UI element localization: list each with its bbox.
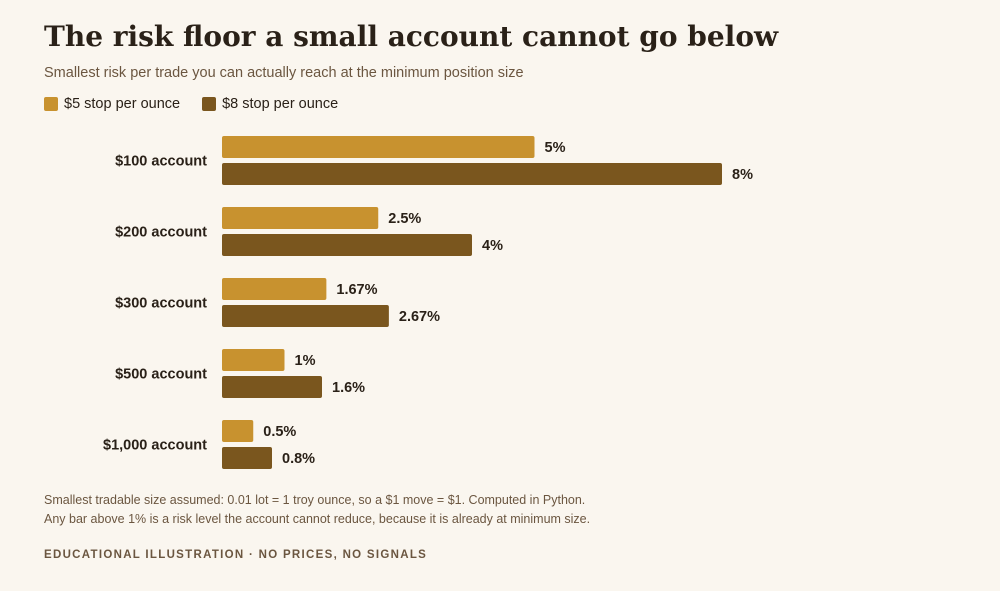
- data-label: 4%: [482, 238, 503, 254]
- bar-5-stop: [222, 207, 379, 229]
- bar-5-stop: [222, 349, 285, 371]
- data-label: 1.6%: [332, 380, 365, 396]
- legend-swatch-5-stop: [44, 97, 58, 111]
- data-label: 1%: [295, 353, 316, 369]
- bar-8-stop: [222, 234, 472, 256]
- chart-title: The risk floor a small account cannot go…: [44, 20, 779, 53]
- footnote-assumption: Smallest tradable size assumed: 0.01 lot…: [44, 493, 586, 507]
- category-label: $100 account: [115, 154, 207, 170]
- data-label: 2.67%: [399, 309, 440, 325]
- legend-label-5-stop: $5 stop per ounce: [64, 96, 181, 112]
- disclaimer: EDUCATIONAL ILLUSTRATION · NO PRICES, NO…: [44, 549, 428, 561]
- data-label: 2.5%: [388, 211, 421, 227]
- footnote-explanation: Any bar above 1% is a risk level the acc…: [44, 512, 591, 526]
- legend-item-8-stop: $8 stop per ounce: [202, 96, 338, 112]
- legend: $5 stop per ounce $8 stop per ounce: [44, 96, 360, 112]
- category-label: $1,000 account: [103, 438, 207, 454]
- category-label: $300 account: [115, 296, 207, 312]
- data-label: 0.5%: [263, 424, 296, 440]
- data-label: 8%: [732, 167, 753, 183]
- bar-5-stop: [222, 420, 254, 442]
- category-label: $200 account: [115, 225, 207, 241]
- data-label: 1.67%: [336, 282, 377, 298]
- bar-5-stop: [222, 278, 327, 300]
- bar-8-stop: [222, 163, 722, 185]
- data-label: 5%: [545, 140, 566, 156]
- bar-8-stop: [222, 376, 322, 398]
- bar-8-stop: [222, 447, 272, 469]
- bar-chart: $100 account 5% 8% $200 account 2.5% 4% $300 a…: [103, 136, 753, 469]
- category-label: $500 account: [115, 367, 207, 383]
- legend-label-8-stop: $8 stop per ounce: [222, 96, 339, 112]
- data-label: 0.8%: [282, 451, 315, 467]
- bar-8-stop: [222, 305, 389, 327]
- chart-subtitle: Smallest risk per trade you can actually…: [44, 65, 524, 81]
- legend-swatch-8-stop: [202, 97, 217, 111]
- bar-5-stop: [222, 136, 535, 158]
- legend-item-5-stop: $5 stop per ounce: [44, 96, 180, 112]
